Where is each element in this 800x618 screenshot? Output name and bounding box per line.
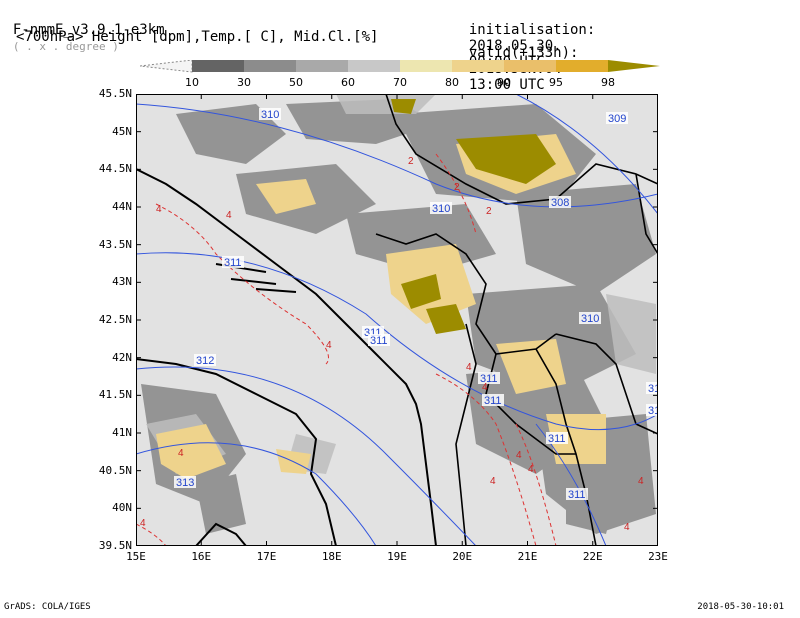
temperature-contour-label: 4 xyxy=(156,204,162,215)
cloud-colorbar: 10 30 50 60 70 80 90 95 98 xyxy=(140,60,660,89)
footer-right: 2018-05-30-10:01 xyxy=(697,602,784,612)
temperature-contour-label: 2 xyxy=(454,182,460,193)
temperature-contour-label: 4 xyxy=(326,340,332,351)
init-label: initialisation: xyxy=(468,22,596,38)
lat-label: 40N xyxy=(112,501,132,515)
height-contour-label: 310 xyxy=(581,313,599,325)
colorbar-swatch xyxy=(244,60,296,72)
lon-label: 20E xyxy=(452,550,473,563)
lat-label: 44N xyxy=(112,200,132,213)
colorbar-swatch xyxy=(140,60,193,73)
colorbar-label: 50 xyxy=(289,76,303,89)
lat-label: 40.5N xyxy=(98,463,132,477)
lat-label: 45.5N xyxy=(98,87,132,100)
lon-label: 21E xyxy=(517,550,538,563)
height-contour-label: 312 xyxy=(196,355,214,367)
lon-label: 19E xyxy=(387,550,407,563)
valid-label: valid(+133h): xyxy=(468,45,579,61)
temperature-contour-label: 4 xyxy=(528,464,534,475)
lon-label: 23E xyxy=(648,550,668,563)
temperature-contour-label: 4 xyxy=(482,382,488,393)
model-name: F-nmmE_v3.9.1-e3km ( . x . degree ) xyxy=(0,6,165,54)
units-hint: ( . x . degree ) xyxy=(12,40,119,53)
cloud-cover-grey xyxy=(141,99,656,534)
height-contour-label: 311 xyxy=(548,433,566,445)
fields-description: <700hPa> Height [dpm],Temp.[ C], Mid.Cl.… xyxy=(16,29,379,45)
colorbar-label: 95 xyxy=(549,76,563,89)
colorbar-swatch xyxy=(452,60,504,72)
temperature-contour-label: 4 xyxy=(178,448,184,459)
height-contour-label: 311 xyxy=(480,373,498,385)
lon-label: 17E xyxy=(256,550,277,563)
colorbar-swatch xyxy=(556,60,608,72)
model-id: F-nmmE_v3.9.1-e3km xyxy=(12,22,165,38)
valid-time: 13:00 UTC xyxy=(468,77,545,93)
map-ticks xyxy=(136,94,658,546)
temperature-contour-label: 4 xyxy=(140,518,146,529)
height-contour-label: 310 xyxy=(261,109,279,121)
temperature-contour-label: 2 xyxy=(486,206,492,217)
cloud-cover-olive xyxy=(391,99,556,334)
init-date: 2018.05.30. xyxy=(468,38,562,54)
temperature-contour-label: 4 xyxy=(638,476,644,487)
lat-label: 43N xyxy=(112,275,132,289)
temperature-contour-label: 4 xyxy=(466,362,472,373)
height-contour-label: 311 xyxy=(568,489,586,501)
temperature-contour-label: 4 xyxy=(226,210,232,221)
lon-label: 15E xyxy=(126,550,146,563)
lat-label: 41N xyxy=(112,426,132,439)
height-contour-label: 308 xyxy=(551,197,569,209)
colorbar-swatch xyxy=(192,60,244,72)
lon-label: 22E xyxy=(582,550,603,563)
colorbar-swatch xyxy=(348,60,400,72)
colorbar-swatch xyxy=(400,60,452,72)
temperature-contour-label: 4 xyxy=(624,522,630,533)
colorbar-label: 10 xyxy=(185,76,199,89)
height-contour-label: 311 xyxy=(224,257,242,269)
height-contour-labels: 310 309 308 310 310 311 311 311 311 311 311 312 313 3… xyxy=(174,108,658,501)
lon-label: 18E xyxy=(321,550,342,563)
lon-label: 16E xyxy=(191,550,212,563)
lat-label: 44.5N xyxy=(98,162,132,176)
lat-label: 42.5N xyxy=(98,313,132,326)
colorbar-label: 70 xyxy=(393,76,407,89)
colorbar-swatch xyxy=(296,60,348,72)
colorbar-label: 80 xyxy=(445,76,459,89)
colorbar-label: 98 xyxy=(601,76,615,89)
footer-left: GrADS: COLA/IGES xyxy=(4,602,91,612)
height-contour-label: 310 xyxy=(648,405,658,417)
height-contour-label: 310 xyxy=(432,203,450,215)
weather-map: 310 309 308 310 310 311 311 311 311 311 311 312 313 3… xyxy=(136,94,658,546)
lat-label: 41.5N xyxy=(98,388,132,402)
height-contour-label: 311 xyxy=(484,395,502,407)
height-contour-label: 309 xyxy=(608,113,626,125)
temperature-contours xyxy=(136,153,557,546)
lat-label: 39.5N xyxy=(98,539,132,552)
colorbar-swatch xyxy=(608,60,660,72)
lat-label: 42N xyxy=(112,350,132,364)
height-contour-label: 311 xyxy=(370,335,388,347)
colorbar-label: 90 xyxy=(497,76,511,89)
temperature-contour-label: 4 xyxy=(516,450,522,461)
colorbar-label: 60 xyxy=(341,76,355,89)
temperature-contour-label: 4 xyxy=(490,476,496,487)
colorbar-label: 30 xyxy=(237,76,251,89)
height-contour-label: 310 xyxy=(648,383,658,395)
lat-label: 43.5N xyxy=(98,237,132,251)
lat-label: 45N xyxy=(112,124,132,138)
colorbar-swatch xyxy=(504,60,556,72)
height-contour-label: 313 xyxy=(176,477,194,489)
temperature-contour-label: 2 xyxy=(408,156,414,167)
